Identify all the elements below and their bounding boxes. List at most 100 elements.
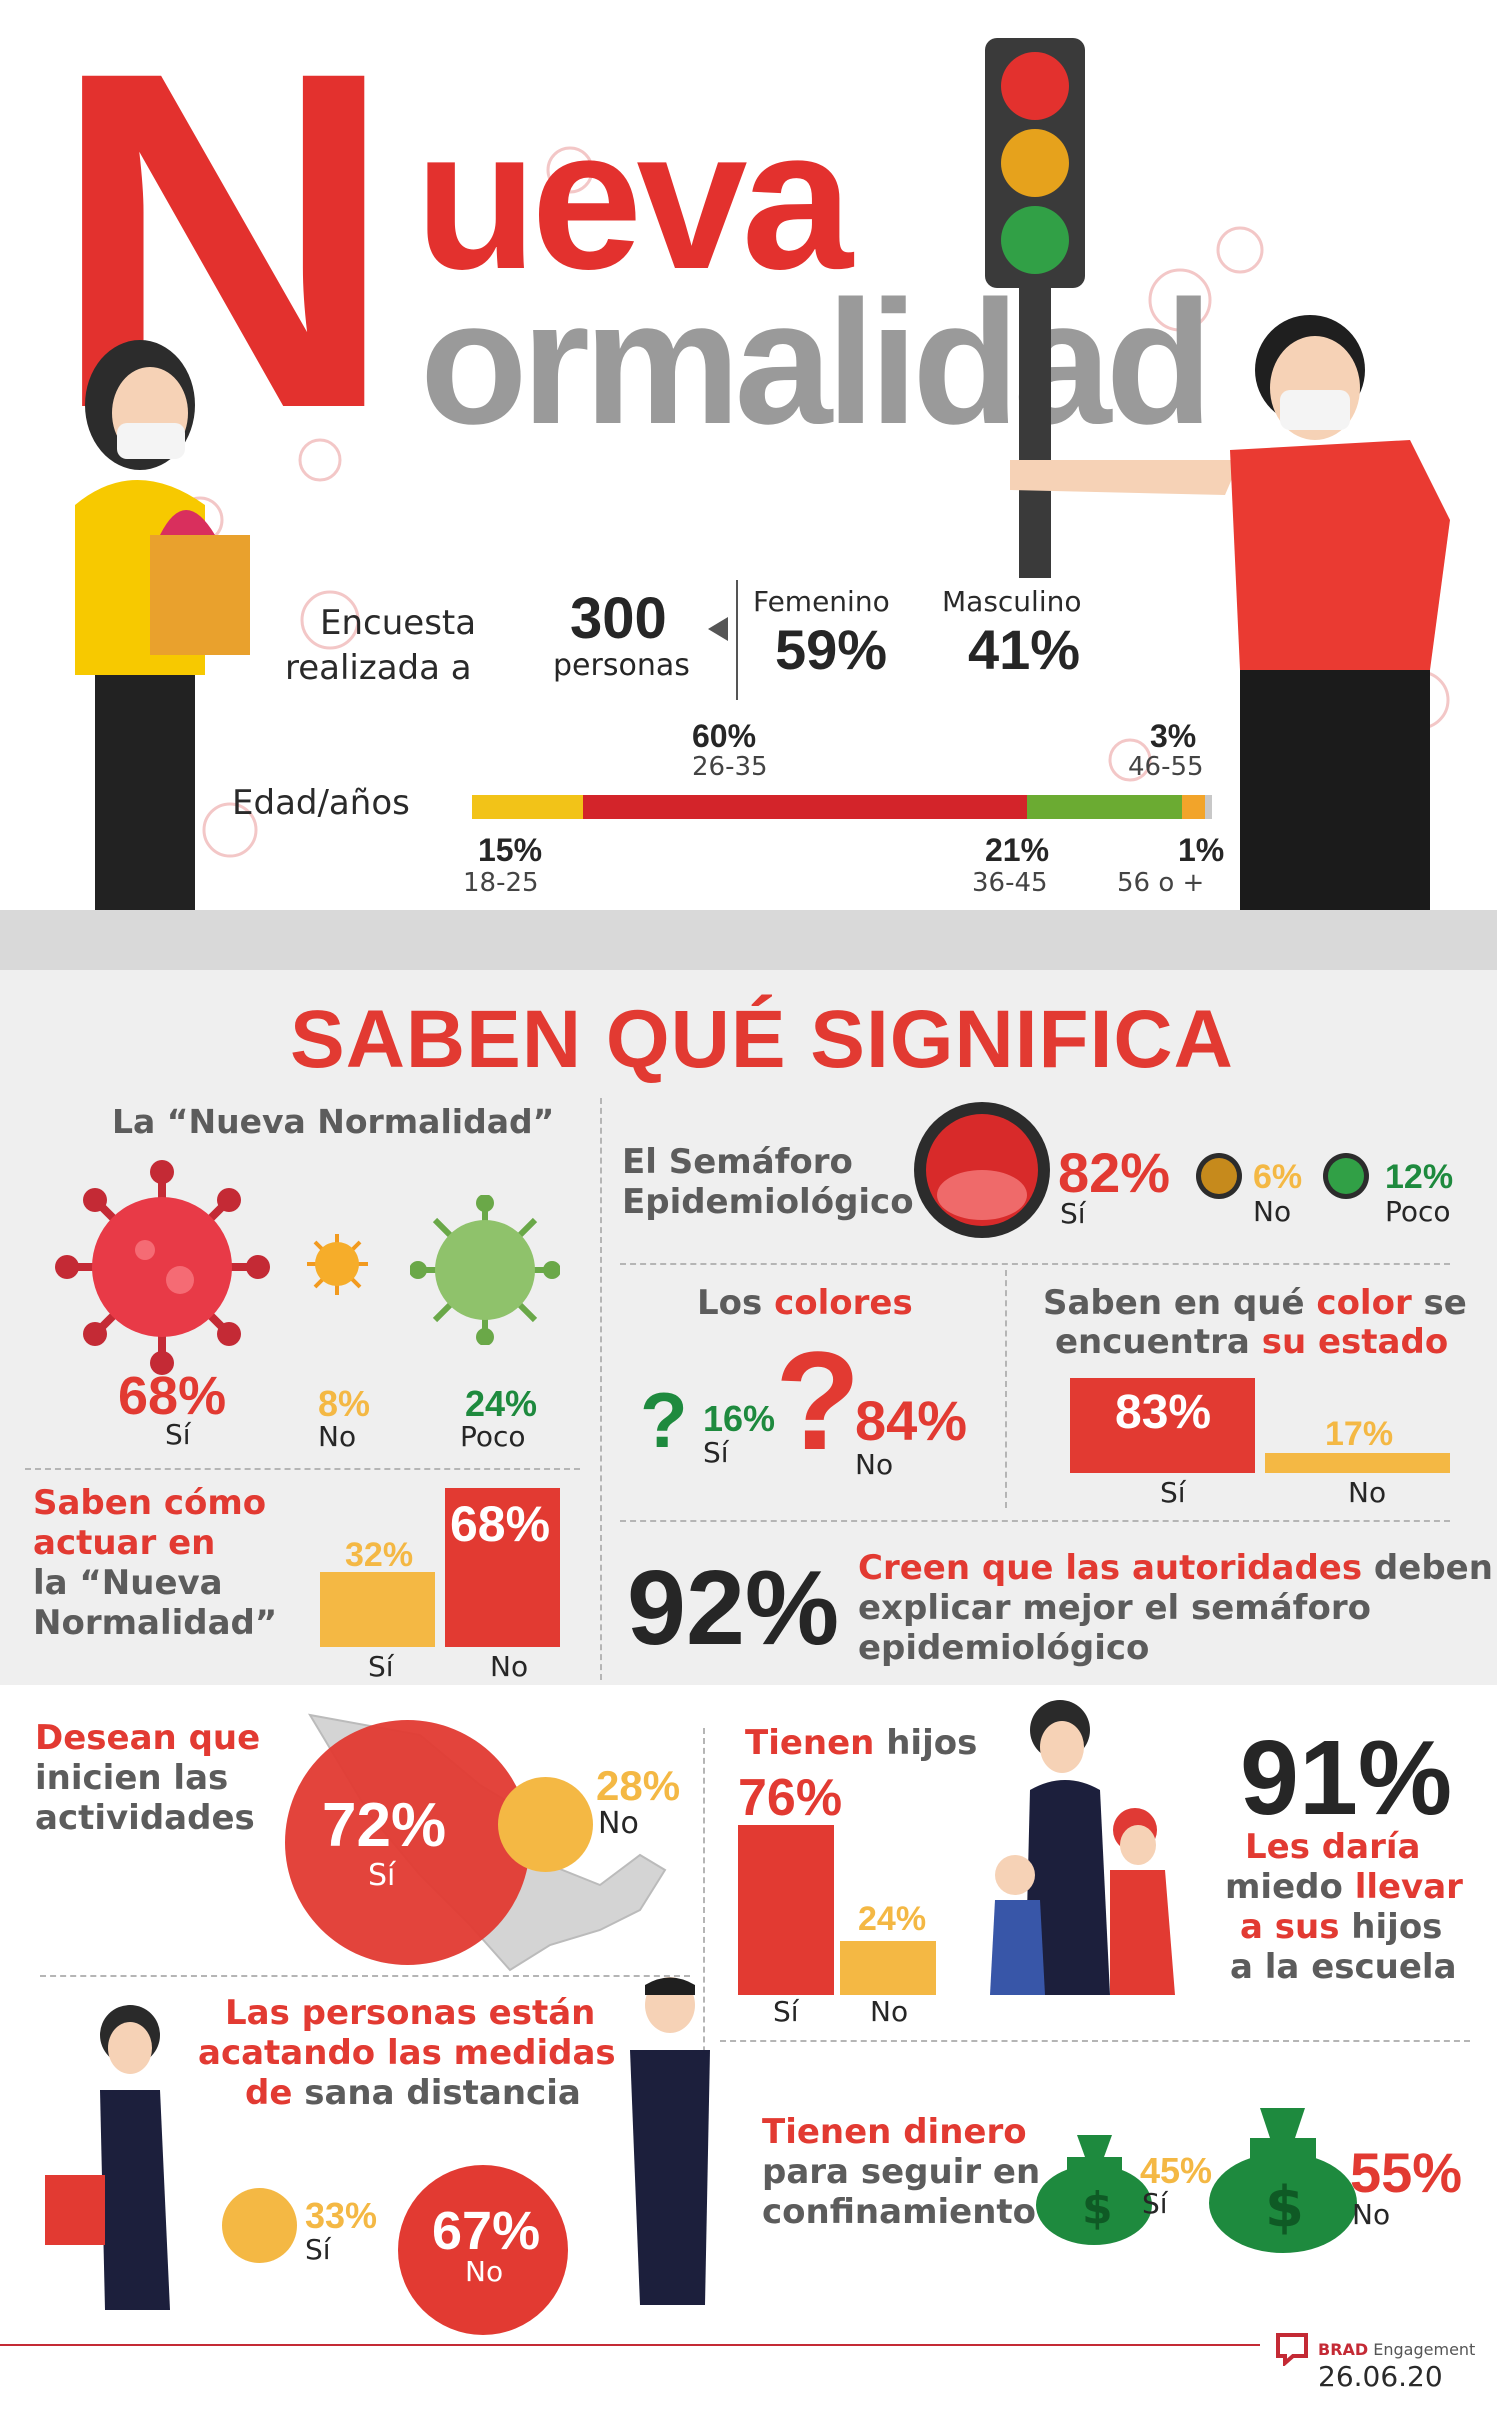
distancia-yes-label: Sí — [305, 2233, 331, 2266]
actuar-no-bar — [445, 1488, 560, 1647]
age-segment-26-35 — [583, 795, 1027, 819]
escuela-l3a: a sus — [1240, 1907, 1340, 1947]
man-masked-illustration — [630, 1977, 710, 2305]
semaforo-no-pct: 6% — [1253, 1158, 1303, 1196]
age-segment-56-o- — [1204, 795, 1212, 819]
autoridades-line2: explicar mejor el semáforo — [858, 1588, 1371, 1628]
saben-panel — [0, 970, 1497, 1685]
survey-divider — [736, 580, 738, 700]
man-red-shirt-illustration — [1010, 315, 1455, 954]
divider-h-left — [25, 1468, 580, 1470]
escuela-l1a: Les — [1245, 1827, 1310, 1867]
age-range-46-55: 46-55 — [1128, 752, 1204, 782]
estado-yes-label: Sí — [1160, 1476, 1186, 1509]
distancia-l3a: de — [245, 2073, 293, 2113]
survey-count: 300 — [570, 586, 667, 651]
autoridades-l1b: deben — [1362, 1548, 1493, 1588]
dinero-no-pct: 55% — [1350, 2141, 1463, 2204]
woman-shopping-illustration — [75, 340, 250, 952]
autoridades-line1: Creen que las autoridades deben — [858, 1548, 1493, 1588]
footer-date: 26.06.20 — [1318, 2360, 1443, 2393]
actuar-line3: la “Nueva — [33, 1563, 223, 1603]
colores-title-a: Los — [697, 1283, 775, 1323]
actuar-line2: actuar en — [33, 1523, 216, 1563]
virus-red-icon — [55, 1160, 270, 1375]
autoridades-line3: epidemiológico — [858, 1628, 1150, 1668]
red-light-icon — [914, 1102, 1050, 1238]
traffic-light-icon — [985, 38, 1085, 578]
actuar-line4: Normalidad” — [33, 1603, 278, 1643]
distancia-yes-pct: 33% — [305, 2195, 378, 2236]
estado-l1c: se — [1411, 1283, 1467, 1323]
nn-poco-label: Poco — [460, 1420, 526, 1453]
distancia-no-circle — [398, 2165, 568, 2335]
age-pct-36-45: 21% — [985, 832, 1050, 868]
section-title: SABEN QUÉ SIGNIFICA — [290, 994, 1234, 1085]
footer-brand-bold: BRAD — [1318, 2340, 1369, 2359]
age-pct-56-plus: 1% — [1178, 832, 1225, 868]
hijos-title-a: Tienen — [745, 1723, 875, 1763]
virus-orange-icon — [307, 1234, 368, 1295]
title-line1: ueva — [415, 88, 853, 311]
escuela-line2: miedo llevar — [1225, 1867, 1463, 1907]
estado-no-bar — [1265, 1453, 1450, 1473]
escuela-l1b: daría — [1309, 1827, 1421, 1867]
age-pct-26-35: 60% — [692, 718, 757, 754]
green-light-icon — [1323, 1153, 1369, 1199]
nn-title: La “Nueva Normalidad” — [112, 1102, 555, 1141]
hijos-no-pct: 24% — [858, 1900, 927, 1938]
female-pct: 59% — [775, 618, 888, 681]
semaforo-poco-pct: 12% — [1385, 1158, 1454, 1196]
actividades-yes-pct: 72% — [322, 1791, 447, 1860]
svg-text:$: $ — [1265, 2175, 1304, 2240]
actuar-no-pct: 68% — [450, 1496, 551, 1552]
question-small-icon: ? — [640, 1376, 688, 1464]
actividades-no-circle — [498, 1777, 593, 1872]
title-line2: ormalidad — [420, 265, 1213, 461]
escuela-line3: a sus hijos — [1240, 1907, 1442, 1947]
survey-label-line2: realizada a — [285, 648, 472, 688]
age-range-18-25: 18-25 — [463, 868, 539, 898]
hijos-yes-pct: 76% — [738, 1769, 843, 1827]
colores-no-label: No — [855, 1448, 894, 1481]
estado-yes-pct: 83% — [1115, 1386, 1212, 1439]
pointer-arrow-icon — [708, 617, 728, 641]
estado-yes-bar — [1070, 1378, 1255, 1473]
colores-no-pct: 84% — [855, 1389, 968, 1452]
money-bag-small-icon: $ — [1036, 2135, 1152, 2245]
age-label: Edad/años — [232, 783, 410, 823]
survey-label-line1: Encuesta — [320, 603, 477, 643]
age-range-26-35: 26-35 — [692, 752, 768, 782]
actividades-no-pct: 28% — [596, 1762, 681, 1809]
question-big-icon: ? — [775, 1322, 861, 1479]
dinero-yes-label: Sí — [1142, 2187, 1168, 2220]
age-pct-46-55: 3% — [1150, 718, 1197, 754]
actividades-line1: Desean que — [35, 1718, 261, 1758]
virus-green-icon — [410, 1195, 560, 1345]
estado-l1b: color — [1316, 1283, 1412, 1323]
nn-no-pct: 8% — [318, 1383, 371, 1424]
distancia-line3: de sana distancia — [245, 2073, 581, 2113]
hijos-title-b: hijos — [874, 1723, 978, 1763]
escuela-line1: Les daría — [1245, 1827, 1420, 1867]
actuar-yes-bar — [320, 1572, 435, 1647]
brad-logo-icon — [1276, 2333, 1308, 2366]
distancia-line2: acatando las medidas — [198, 2033, 616, 2073]
age-segment-46-55 — [1182, 795, 1205, 819]
semaforo-yes-label: Sí — [1060, 1197, 1086, 1230]
estado-l2b: su estado — [1261, 1322, 1449, 1362]
nn-no-label: No — [318, 1420, 357, 1453]
mother-children-illustration — [990, 1700, 1175, 1995]
colores-title: Los colores — [697, 1283, 913, 1323]
colores-title-b: colores — [774, 1283, 913, 1323]
escuela-l3b: hijos — [1339, 1907, 1443, 1947]
woman-masked-illustration — [45, 2005, 170, 2310]
escuela-pct: 91% — [1240, 1719, 1453, 1837]
dinero-line1: Tienen dinero — [762, 2112, 1027, 2152]
age-pct-18-25: 15% — [478, 832, 543, 868]
dinero-no-label: No — [1352, 2198, 1391, 2231]
nn-yes-label: Sí — [165, 1418, 191, 1451]
autoridades-pct: 92% — [627, 1549, 840, 1667]
hijos-no-label: No — [870, 1995, 909, 2028]
hijos-no-bar — [840, 1941, 936, 1995]
